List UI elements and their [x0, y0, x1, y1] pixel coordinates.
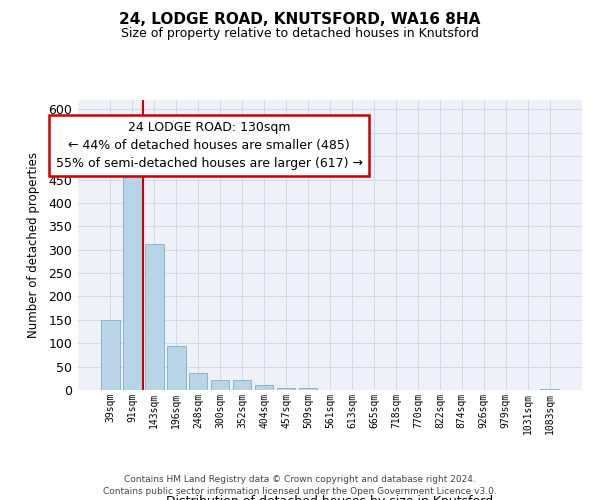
Text: Contains HM Land Registry data © Crown copyright and database right 2024.: Contains HM Land Registry data © Crown c… [124, 475, 476, 484]
Text: Contains public sector information licensed under the Open Government Licence v3: Contains public sector information licen… [103, 487, 497, 496]
Bar [233, 380, 251, 390]
Bar [541, 389, 559, 390]
Bar [167, 346, 185, 390]
Bar [211, 380, 229, 390]
Y-axis label: Number of detached properties: Number of detached properties [27, 152, 40, 338]
Bar [145, 244, 164, 390]
Bar [277, 388, 295, 390]
Bar [123, 174, 142, 390]
Bar [299, 388, 317, 390]
Bar [255, 386, 274, 390]
Text: Size of property relative to detached houses in Knutsford: Size of property relative to detached ho… [121, 28, 479, 40]
X-axis label: Distribution of detached houses by size in Knutsford: Distribution of detached houses by size … [166, 495, 494, 500]
Text: 24, LODGE ROAD, KNUTSFORD, WA16 8HA: 24, LODGE ROAD, KNUTSFORD, WA16 8HA [119, 12, 481, 28]
Text: 24 LODGE ROAD: 130sqm
← 44% of detached houses are smaller (485)
55% of semi-det: 24 LODGE ROAD: 130sqm ← 44% of detached … [56, 121, 362, 170]
Bar [189, 373, 208, 390]
Bar [101, 320, 119, 390]
